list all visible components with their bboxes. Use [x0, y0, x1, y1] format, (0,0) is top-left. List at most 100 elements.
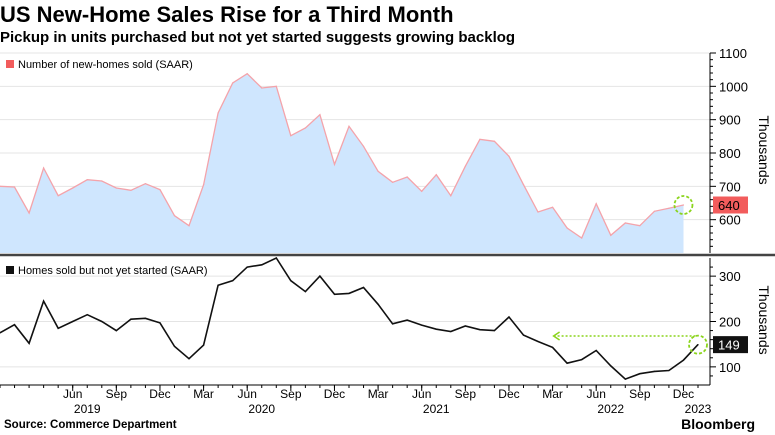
bottom-data-point	[0, 332, 1, 334]
top-ytick-label: 1000	[719, 79, 748, 94]
top-ytick-label: 600	[719, 213, 741, 228]
top-data-point	[624, 222, 626, 224]
source-note: Source: Commerce Department	[4, 419, 177, 431]
top-data-point	[217, 112, 219, 114]
top-data-point	[551, 206, 554, 208]
bottom-data-point	[144, 317, 147, 319]
bottom-data-point	[28, 342, 30, 344]
bottom-data-point	[392, 323, 394, 325]
bottom-ylabel: Thousands	[756, 285, 772, 354]
x-month-label: Mar	[193, 387, 214, 401]
top-data-point	[246, 73, 248, 75]
top-last-value-badge: 640	[713, 196, 748, 214]
top-data-point	[115, 187, 117, 189]
top-data-point	[319, 114, 321, 116]
top-data-point	[537, 211, 539, 213]
bottom-data-point	[275, 257, 277, 259]
top-data-point	[188, 225, 190, 227]
x-month-label: Sep	[106, 387, 128, 401]
top-data-point	[610, 234, 612, 236]
bottom-data-point	[13, 324, 16, 326]
top-data-point	[566, 227, 568, 229]
bottom-data-point	[377, 303, 379, 305]
bottom-data-point	[72, 320, 74, 323]
top-data-point	[450, 195, 452, 197]
top-data-point	[392, 181, 394, 183]
bottom-data-point	[188, 358, 190, 360]
bottom-data-point	[246, 266, 248, 268]
top-ylabel: Thousands	[756, 115, 772, 184]
top-data-point	[464, 165, 466, 167]
top-ytick-label: 800	[719, 146, 741, 161]
bottom-data-point	[595, 349, 597, 352]
top-data-point	[508, 155, 510, 157]
top-data-point	[421, 190, 423, 192]
bottom-data-point	[304, 290, 306, 293]
x-month-label: Jun	[238, 387, 257, 401]
bottom-yticks: 100 200 300	[710, 266, 741, 377]
bottom-data-point	[217, 284, 219, 286]
bottom-data-point	[130, 318, 132, 320]
top-last-value-highlight	[673, 195, 694, 215]
top-data-point	[682, 204, 685, 206]
x-year-label: 2023	[685, 402, 712, 416]
bottom-data-point	[435, 328, 437, 330]
x-month-label: Mar	[368, 387, 389, 401]
top-data-point	[493, 140, 496, 142]
bottom-ytick-label: 200	[719, 315, 741, 330]
bottom-last-value-label: 149	[718, 338, 740, 353]
top-data-point	[653, 210, 655, 212]
top-series-line	[0, 72, 684, 239]
x-year-label: 2020	[248, 402, 275, 416]
top-legend-swatch	[6, 60, 14, 68]
x-month-label: Sep	[629, 387, 651, 401]
top-data-point	[668, 207, 670, 209]
chart-title: US New-Home Sales Rise for a Third Month	[0, 2, 454, 27]
top-data-point	[202, 184, 205, 186]
top-data-point	[581, 237, 583, 239]
x-month-label: Sep	[280, 387, 302, 401]
bottom-reference-arrowhead	[552, 331, 560, 341]
top-data-point	[57, 195, 59, 197]
bottom-last-value-badge: 149	[713, 336, 748, 354]
bottom-legend-label: Homes sold but not yet started (SAAR)	[18, 265, 208, 277]
top-data-point	[304, 127, 306, 129]
bottom-data-point	[479, 329, 481, 331]
x-month-label: Jun	[587, 387, 606, 401]
bottom-data-point	[566, 362, 568, 364]
bottom-data-point	[668, 369, 670, 372]
top-data-point	[479, 138, 481, 140]
top-data-point	[13, 186, 16, 188]
bottom-data-point	[639, 373, 641, 375]
bottom-series-points	[0, 257, 699, 380]
top-ytick-label: 1100	[719, 46, 747, 61]
bottom-data-point	[537, 340, 539, 343]
bottom-data-point	[697, 344, 699, 346]
top-data-point	[377, 170, 379, 172]
top-data-point	[261, 87, 263, 89]
top-data-point	[101, 180, 103, 182]
x-month-label: Dec	[498, 387, 519, 401]
x-month-label: Mar	[542, 387, 563, 401]
bottom-data-point	[115, 329, 117, 332]
x-year-label: 2022	[597, 402, 624, 416]
bottom-data-point	[653, 370, 655, 372]
x-month-label: Dec	[149, 387, 170, 401]
bottom-data-point	[522, 334, 525, 336]
bottom-data-point	[232, 280, 234, 282]
top-legend-label: Number of new-homes sold (SAAR)	[18, 59, 193, 71]
bottom-data-point	[581, 359, 583, 361]
x-axis-ticks: Jun Sep Dec Mar Jun Sep Dec Mar Jun Sep Dec Mar Jun S…	[0, 385, 712, 416]
bottom-data-point	[86, 314, 88, 316]
top-data-point	[639, 225, 641, 227]
x-year-label: 2019	[74, 402, 101, 416]
top-data-point	[290, 135, 292, 137]
top-data-point	[275, 85, 277, 87]
top-data-point	[144, 183, 147, 185]
bottom-ytick-label: 100	[719, 360, 741, 375]
top-data-point	[406, 176, 408, 178]
bottom-last-value-highlight	[688, 334, 708, 355]
top-ytick-label: 900	[719, 113, 741, 128]
x-month-label: Dec	[324, 387, 345, 401]
